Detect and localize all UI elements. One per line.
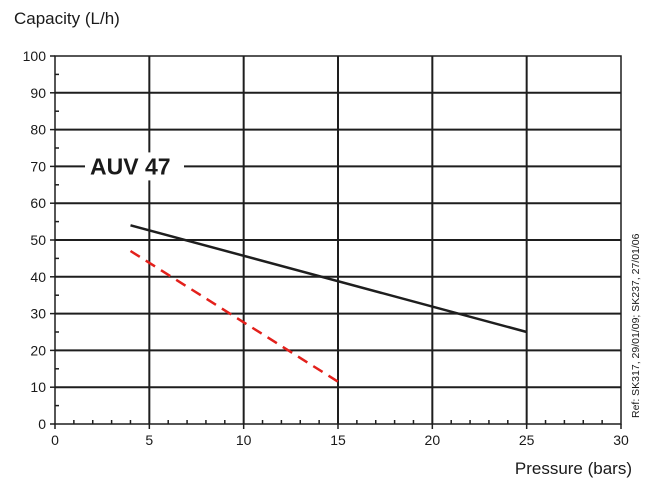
x-axis-title: Pressure (bars) (515, 459, 632, 478)
x-tick-label: 15 (330, 432, 346, 448)
y-tick-label: 50 (30, 232, 46, 248)
y-tick-label: 70 (30, 158, 46, 174)
x-tick-label: 25 (519, 432, 535, 448)
annotation-background (85, 152, 184, 181)
x-tick-label: 20 (425, 432, 441, 448)
y-tick-labels: 0 10 20 30 40 50 60 70 80 90 100 (23, 48, 47, 432)
y-tick-label: 20 (30, 342, 46, 358)
solid-series-line (130, 224, 528, 334)
y-tick-label: 60 (30, 195, 46, 211)
y-tick-label: 90 (30, 85, 46, 101)
y-tick-label: 10 (30, 379, 46, 395)
axis-ticks (50, 55, 622, 429)
x-tick-label: 30 (613, 432, 629, 448)
x-tick-label: 10 (236, 432, 252, 448)
grid-lines (55, 56, 621, 424)
x-tick-labels: 0 5 10 15 20 25 30 (51, 432, 629, 448)
y-tick-label: 30 (30, 306, 46, 322)
y-tick-label: 80 (30, 122, 46, 138)
y-tick-label: 100 (23, 48, 47, 64)
model-annotation: AUV 47 (90, 153, 171, 179)
y-tick-label: 40 (30, 269, 46, 285)
reference-note: Ref: SK317, 29/01/09; SK237, 27/01/06 (630, 233, 642, 418)
dashed-series-line (129, 249, 339, 383)
y-tick-label: 0 (38, 416, 46, 432)
minor-ticks (55, 73, 603, 424)
y-axis-title: Capacity (L/h) (14, 9, 120, 28)
x-tick-label: 5 (145, 432, 153, 448)
series-layer (129, 224, 528, 383)
x-tick-label: 0 (51, 432, 59, 448)
